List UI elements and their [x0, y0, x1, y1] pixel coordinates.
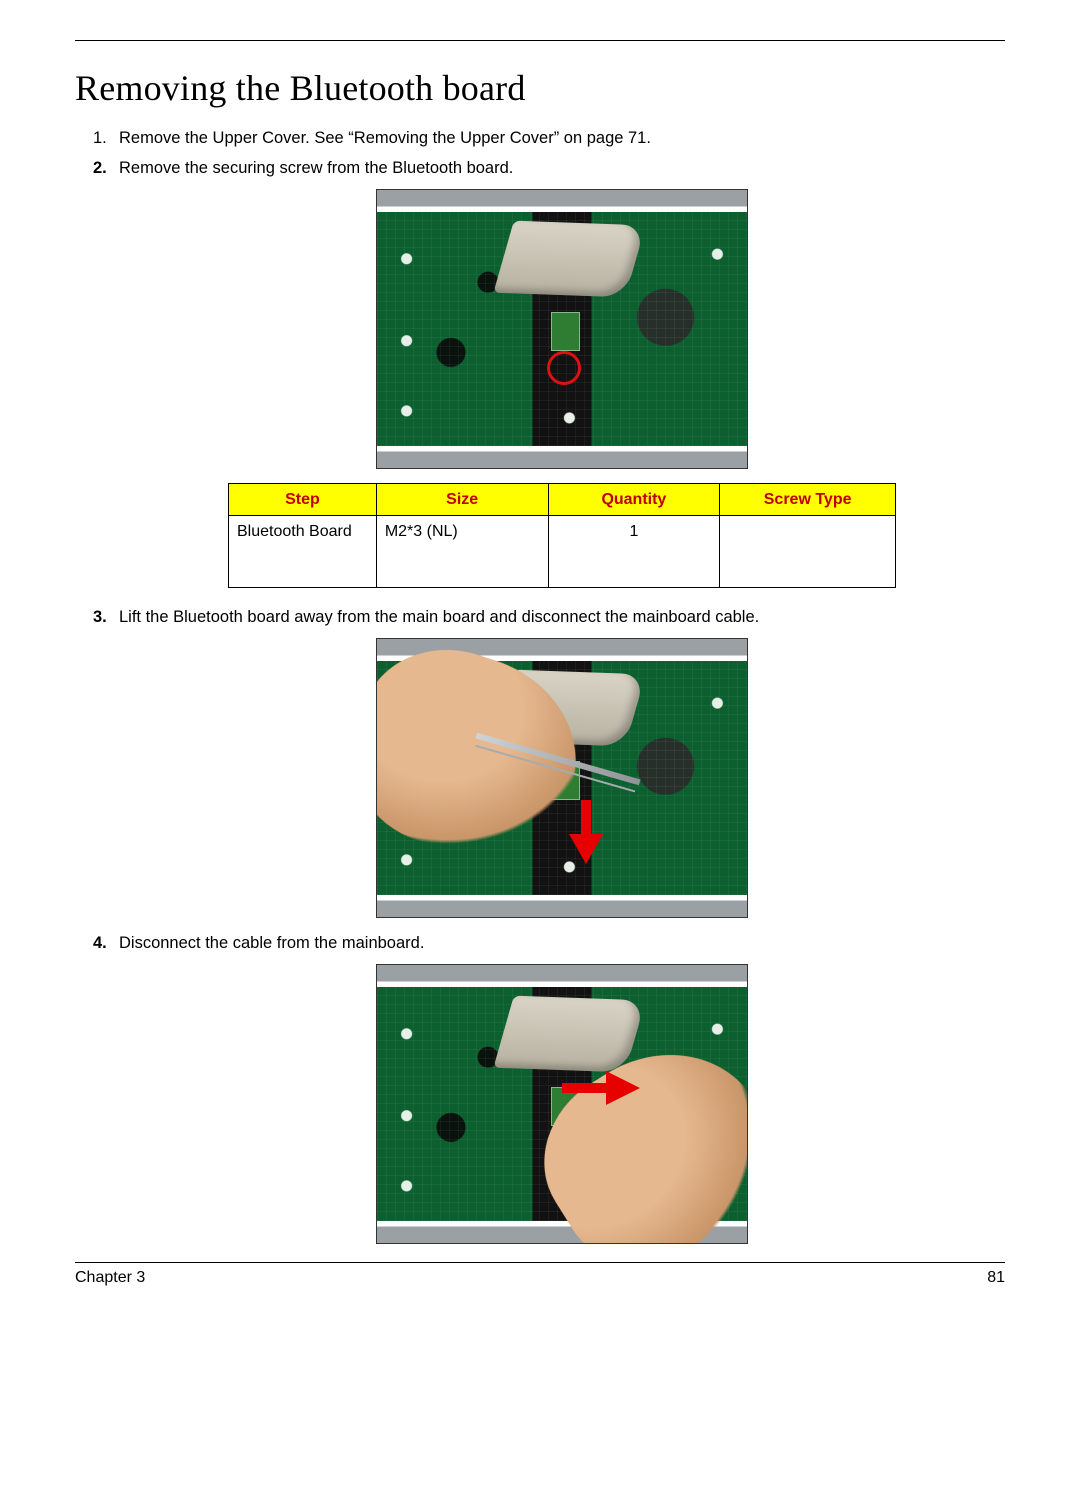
cell-size: M2*3 (NL) — [376, 516, 548, 588]
step-4: 4. Disconnect the cable from the mainboa… — [99, 932, 1005, 1244]
red-arrow-right-icon — [562, 1071, 640, 1105]
cell-qty: 1 — [548, 516, 720, 588]
footer-chapter: Chapter 3 — [75, 1269, 145, 1287]
figure-2 — [376, 638, 748, 918]
step-number: 1. — [93, 127, 107, 151]
col-size: Size — [376, 483, 548, 515]
step-text: Remove the Upper Cover. See “Removing th… — [119, 129, 651, 147]
footer-pagenum: 81 — [987, 1269, 1005, 1287]
col-step: Step — [229, 483, 377, 515]
rule-bottom — [75, 1262, 1005, 1263]
bluetooth-chip — [551, 312, 581, 351]
figure-3 — [376, 964, 748, 1244]
figure-2-wrap — [119, 638, 1005, 918]
page-footer: Chapter 3 81 — [75, 1269, 1005, 1287]
table-header-row: Step Size Quantity Screw Type — [229, 483, 896, 515]
page: Removing the Bluetooth board 1. Remove t… — [0, 0, 1080, 1512]
step-list: 1. Remove the Upper Cover. See “Removing… — [75, 127, 1005, 1244]
step-number: 2. — [93, 157, 107, 181]
step-number: 4. — [93, 932, 107, 956]
table-row: Bluetooth Board M2*3 (NL) 1 — [229, 516, 896, 588]
ribbon-cable — [493, 996, 645, 1073]
red-arrow-down-icon — [569, 800, 603, 864]
step-3: 3. Lift the Bluetooth board away from th… — [99, 606, 1005, 918]
col-qty: Quantity — [548, 483, 720, 515]
figure-1 — [376, 189, 748, 469]
page-title: Removing the Bluetooth board — [75, 67, 1005, 109]
step-text: Lift the Bluetooth board away from the m… — [119, 608, 759, 626]
ribbon-cable — [493, 221, 645, 298]
step-number: 3. — [93, 606, 107, 630]
step-2: 2. Remove the securing screw from the Bl… — [99, 157, 1005, 588]
step-text: Remove the securing screw from the Bluet… — [119, 159, 513, 177]
screw-table: Step Size Quantity Screw Type Bluetooth … — [228, 483, 896, 588]
rule-top — [75, 40, 1005, 41]
col-type: Screw Type — [720, 483, 896, 515]
step-text: Disconnect the cable from the mainboard. — [119, 934, 424, 952]
cell-step: Bluetooth Board — [229, 516, 377, 588]
figure-1-wrap — [119, 189, 1005, 469]
step-1: 1. Remove the Upper Cover. See “Removing… — [99, 127, 1005, 151]
figure-3-wrap — [119, 964, 1005, 1244]
cell-type — [720, 516, 896, 588]
